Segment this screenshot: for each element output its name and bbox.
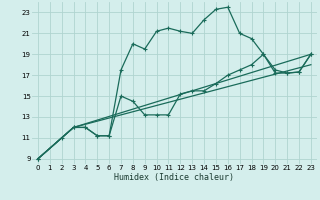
X-axis label: Humidex (Indice chaleur): Humidex (Indice chaleur) [115,173,234,182]
